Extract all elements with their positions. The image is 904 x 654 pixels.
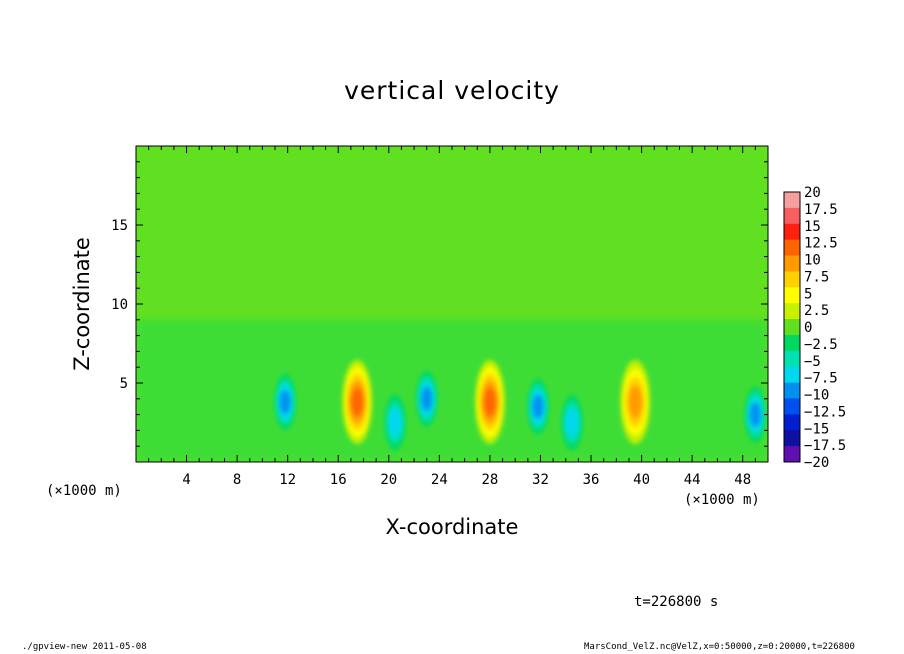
colorbar: 2017.51512.5107.552.50−2.5−5−7.5−10−12.5…: [783, 185, 846, 471]
colorbar-label: 12.5: [804, 236, 838, 252]
colorbar-label: 15: [804, 219, 821, 235]
x-tick-label: 12: [279, 472, 296, 488]
colorbar-swatch: [784, 287, 800, 304]
y-tick-label: 10: [111, 297, 128, 313]
x-tick-label: 16: [330, 472, 347, 488]
colorbar-label: 7.5: [804, 269, 829, 285]
colorbar-frame: [783, 191, 801, 463]
time-label: t=226800 s: [634, 594, 719, 610]
colorbar-label: −7.5: [804, 371, 838, 387]
x-axis-label: X-coordinate: [385, 515, 519, 539]
x-tick-label: 28: [481, 472, 498, 488]
colorbar-label: 2.5: [804, 303, 829, 319]
colorbar-swatch: [784, 319, 800, 336]
x-unit-label-right: (×1000 m): [684, 492, 760, 508]
field-feature-0: [342, 359, 373, 444]
colorbar-label: −10: [804, 388, 829, 404]
colorbar-swatch: [784, 239, 800, 257]
colorbar-swatch: [784, 207, 800, 225]
colorbar-swatch: [784, 334, 800, 352]
colorbar-swatch: [784, 366, 800, 384]
x-tick-label: 48: [734, 472, 751, 488]
footer-left: ./gpview-new 2011-05-08: [22, 642, 147, 652]
field-feature-4: [384, 394, 407, 451]
y-tick-label: 5: [120, 376, 128, 392]
footer-right: MarsCond_VelZ.nc@VelZ,x=0:50000,z=0:2000…: [584, 642, 855, 652]
colorbar-label: −17.5: [804, 438, 846, 454]
colorbar-label: 10: [804, 253, 821, 269]
colorbar-swatch: [784, 382, 800, 399]
field-feature-3: [274, 373, 297, 430]
field-feature-8: [744, 386, 767, 443]
colorbar-label: 0: [804, 320, 812, 336]
colorbar-label: 17.5: [804, 202, 838, 218]
x-tick-label: 32: [532, 472, 549, 488]
colorbar-swatch: [784, 271, 800, 288]
x-tick-label: 24: [431, 472, 448, 488]
x-tick-label: 40: [633, 472, 650, 488]
colorbar-swatch: [784, 350, 800, 368]
field-feature-5: [415, 370, 438, 427]
colorbar-label: −2.5: [804, 337, 838, 353]
colorbar-swatch: [784, 303, 800, 320]
x-tick-label: 44: [684, 472, 701, 488]
colorbar-swatch: [784, 223, 800, 241]
boundary-layer: [136, 319, 768, 462]
field-feature-1: [474, 359, 505, 444]
colorbar-swatch: [784, 192, 800, 209]
x-unit-label-left: (×1000 m): [46, 483, 122, 499]
colorbar-swatch: [784, 398, 800, 415]
colorbar-swatch: [784, 255, 800, 272]
y-tick-label: 15: [111, 218, 128, 234]
x-tick-label: 20: [380, 472, 397, 488]
field-feature-7: [561, 394, 584, 451]
colorbar-swatch: [784, 414, 800, 431]
colorbar-swatch: [784, 446, 800, 463]
colorbar-label: 5: [804, 286, 812, 302]
colorbar-label: −20: [804, 455, 829, 471]
colorbar-label: −15: [804, 421, 829, 437]
x-tick-label: 4: [182, 472, 190, 488]
chart-title: vertical velocity: [344, 76, 560, 105]
field-feature-2: [620, 359, 651, 444]
colorbar-swatch: [784, 430, 800, 447]
colorbar-label: −12.5: [804, 404, 846, 420]
x-tick-label: 36: [583, 472, 600, 488]
colorbar-label: −5: [804, 354, 821, 370]
x-tick-label: 8: [233, 472, 241, 488]
colorbar-label: 20: [804, 185, 821, 201]
field-feature-6: [526, 378, 549, 435]
plot-area: [136, 146, 768, 462]
